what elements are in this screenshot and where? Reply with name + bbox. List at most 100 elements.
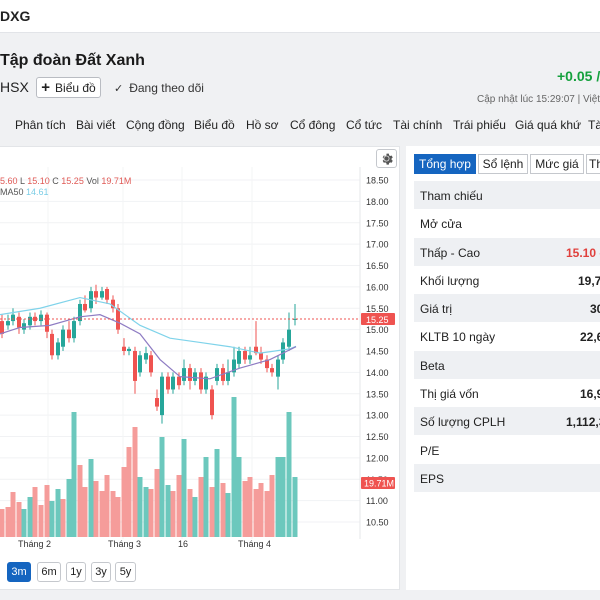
overview-row-value: 16,9	[580, 387, 600, 401]
volume-bar	[187, 489, 193, 537]
tab-bai-viet[interactable]: Bài viết	[76, 118, 116, 132]
y-tick-label: 10.50	[366, 518, 389, 528]
volume-badge: 19.71M	[364, 479, 394, 489]
overview-row-value: 1,112,3	[566, 415, 600, 429]
range-5y-button[interactable]: 5y	[115, 562, 136, 582]
candle-body	[171, 376, 175, 390]
legend-close-value: 15.25	[61, 176, 84, 186]
tab-cong-dong[interactable]: Cộng đồng	[126, 118, 185, 132]
candle-body	[122, 346, 126, 351]
volume-bar	[292, 477, 298, 537]
candle-body	[100, 291, 104, 298]
legend-volume-value: 19.71M	[101, 176, 132, 186]
overview-row-label: Giá trị	[420, 302, 453, 316]
range-1y-button[interactable]: 1y	[66, 562, 86, 582]
volume-bar	[176, 475, 182, 537]
candle-body	[193, 372, 197, 381]
tab-truncated[interactable]: Tà	[588, 118, 600, 132]
range-6m-button[interactable]: 6m	[37, 562, 61, 582]
chart-button[interactable]: + Biểu đồ	[36, 77, 101, 98]
legend-low-label: L	[20, 176, 25, 186]
y-tick-label: 11.00	[366, 496, 388, 506]
candle-body	[204, 376, 208, 390]
y-tick-label: 13.00	[366, 411, 389, 421]
volume-bar	[159, 437, 165, 537]
candle-body	[281, 342, 285, 360]
overview-row: Mở cửa	[414, 209, 600, 237]
candle-body	[50, 333, 54, 356]
candle-body	[226, 372, 230, 381]
volume-bar	[148, 489, 154, 537]
volume-bar	[192, 497, 198, 537]
volume-bar	[38, 505, 44, 537]
tab-so-lenh[interactable]: Sổ lệnh	[478, 154, 528, 174]
volume-bar	[247, 477, 253, 537]
tab-phan-tich[interactable]: Phân tích	[15, 118, 66, 132]
overview-row: Số lượng CPLH 1,112,3	[414, 407, 600, 435]
chart-button-label: Biểu đồ	[55, 80, 96, 95]
range-3y-button[interactable]: 3y	[91, 562, 111, 582]
top-bar: DXG	[0, 0, 600, 33]
y-tick-label: 17.00	[366, 240, 389, 250]
candle-body	[188, 368, 192, 381]
volume-bar	[115, 497, 121, 537]
chart-settings-button[interactable]	[376, 149, 397, 168]
volume-badge-bg	[361, 477, 395, 489]
candle-body	[254, 346, 258, 354]
overview-row-value: 30	[590, 302, 600, 316]
candle-body	[133, 351, 137, 381]
updated-label: Cập nhật lúc	[477, 94, 534, 105]
volume-bar	[143, 487, 149, 537]
overview-row-label: Khối lượng	[420, 274, 480, 288]
volume-bar	[110, 491, 116, 537]
volume-bar	[44, 485, 50, 537]
company-name: Tập đoàn Đất Xanh	[0, 52, 145, 69]
range-3m-button[interactable]: 3m	[7, 562, 31, 582]
candle-body	[210, 389, 214, 416]
volume-bar	[258, 483, 264, 537]
price-chart[interactable]: 18.50 18.00 17.50 17.00 16.50 16.00 15.50 15.00…	[0, 147, 400, 591]
volume-bar	[275, 457, 281, 537]
price-change: +0.05 /	[557, 68, 600, 84]
tab-tai-chinh[interactable]: Tài chính	[393, 118, 443, 132]
volume-bar	[104, 475, 110, 537]
tab-co-dong[interactable]: Cổ đông	[290, 118, 336, 132]
x-tick-label: 16	[178, 539, 188, 549]
ohlc-legend: 5.60 L 15.10 C 15.25 Vol 19.71M	[0, 176, 131, 186]
tab-co-tuc[interactable]: Cổ tức	[346, 118, 383, 132]
candle-body	[111, 299, 115, 309]
overview-row-label: P/E	[420, 444, 440, 458]
candle-body	[215, 368, 219, 381]
tab-trai-phieu[interactable]: Trái phiếu	[453, 118, 506, 132]
tab-bieu-do[interactable]: Biểu đồ	[194, 118, 235, 132]
y-tick-label: 13.50	[366, 389, 389, 399]
volume-bar	[165, 485, 171, 537]
tab-ho-so[interactable]: Hồ sơ	[246, 118, 279, 132]
volume-bar	[16, 502, 22, 537]
overview-row-label: KLTB 10 ngày	[420, 330, 496, 344]
volume-bar	[253, 489, 259, 537]
candle-body	[265, 359, 269, 369]
volume-bar	[21, 509, 27, 537]
updated-timestamp: Cập nhật lúc 15:29:07 | Việt N	[477, 94, 600, 105]
tab-tong-hop[interactable]: Tổng hợp	[414, 154, 476, 174]
volume-bar	[280, 457, 286, 537]
volume-bar	[242, 481, 248, 537]
tab-gia-qua-khu[interactable]: Giá quá khứ	[515, 118, 582, 132]
y-tick-label: 16.50	[366, 261, 389, 271]
volume-bar	[181, 439, 187, 537]
tab-muc-gia[interactable]: Mức giá	[530, 154, 584, 174]
tab-truncated-th[interactable]: Th	[586, 154, 600, 174]
legend-low-value: 15.10	[27, 176, 50, 186]
volume-bar	[93, 481, 99, 537]
volume-bar	[0, 509, 5, 537]
candle-body	[67, 329, 71, 339]
overview-row-value: 15.10 -	[566, 246, 600, 260]
candle-body	[33, 316, 37, 322]
candle-body	[287, 329, 291, 347]
candle-body	[56, 342, 60, 356]
overview-row: Beta	[414, 351, 600, 379]
follow-toggle[interactable]: ✓ Đang theo dõi	[114, 81, 204, 95]
overview-row-label: Thị giá vốn	[420, 387, 479, 401]
volume-bar	[66, 479, 72, 537]
